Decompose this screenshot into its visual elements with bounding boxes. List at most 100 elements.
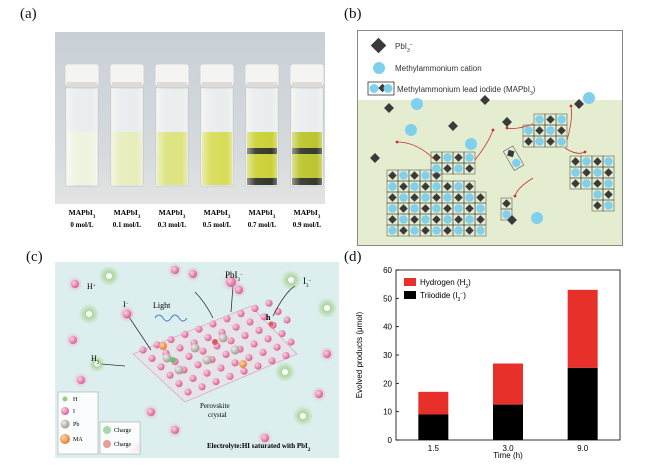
- iodide-ion: [171, 426, 179, 434]
- crystal-label-1: Perovskite: [200, 402, 230, 410]
- cation-dot: [388, 182, 397, 191]
- hole-charge: [268, 321, 274, 327]
- lattice-iodide: [204, 334, 212, 342]
- iodide-ion: [323, 350, 331, 358]
- iodide-ion: [147, 408, 155, 416]
- proton-core: [288, 277, 294, 283]
- legend-swatch: [404, 291, 416, 299]
- lattice-iodide: [209, 320, 217, 328]
- lattice-iodide: [166, 371, 174, 379]
- cation-dot: [546, 126, 555, 135]
- panel-label-c: (c): [26, 249, 43, 265]
- vial-cap-rim: [202, 82, 232, 88]
- charge-green-text: Charge: [114, 428, 132, 434]
- cation-dot: [432, 204, 441, 213]
- cation-dot: [465, 138, 477, 150]
- pbi3-diamond: [410, 171, 419, 180]
- lattice-iodide: [240, 367, 248, 375]
- lattice-iodide: [176, 344, 184, 352]
- cation-dot: [454, 182, 463, 191]
- vial-0: [64, 63, 100, 187]
- y-tick-label: 10: [383, 408, 392, 417]
- vial-shine: [291, 88, 323, 186]
- lattice-iodide: [268, 357, 276, 365]
- migration-arrow: [396, 141, 436, 161]
- charge-green-icon: [103, 426, 111, 434]
- cation-dot: [411, 98, 423, 110]
- triiodide-bar: [493, 404, 523, 440]
- lattice-iodide: [199, 347, 207, 355]
- lattice-iodide: [232, 323, 240, 331]
- pbi3-diamond: [443, 204, 452, 213]
- lattice-iodide: [195, 325, 203, 333]
- migration-arrow: [514, 177, 534, 197]
- cation-dot: [502, 210, 511, 219]
- y-tick-label: 60: [383, 266, 392, 275]
- crystal-cell: [474, 224, 487, 237]
- arrow-head: [395, 140, 399, 144]
- vial-3: [199, 63, 235, 187]
- cation-dot: [582, 157, 591, 166]
- arrow-head: [569, 104, 573, 108]
- cation-dot: [410, 226, 419, 235]
- lattice-iodide: [265, 299, 273, 307]
- vial-shine: [246, 88, 278, 186]
- lattice-iodide: [217, 364, 225, 372]
- hplus-label: H+: [87, 282, 96, 291]
- legend-ma-icon: [60, 434, 70, 444]
- cation-dot: [465, 193, 474, 202]
- vial-shine: [111, 88, 143, 186]
- triiodide-bar: [418, 414, 449, 440]
- lattice-iodide: [223, 315, 231, 323]
- cation-dot: [388, 226, 397, 235]
- pbi3-diamond: [421, 182, 430, 191]
- pbi3-diamond: [432, 171, 441, 180]
- legend-cation-text: Methylammonium cation: [395, 64, 482, 73]
- lattice-iodide: [264, 335, 272, 343]
- proton-core: [86, 311, 92, 317]
- light-label: Light: [153, 301, 171, 310]
- lattice-lead: [174, 365, 184, 375]
- crystal-cell: [602, 199, 615, 212]
- pbi3-diamond: [443, 164, 452, 173]
- legend-pb-icon: [60, 419, 70, 429]
- vial-cap-rim: [157, 82, 187, 88]
- migration-arrow: [474, 129, 494, 161]
- crystal-block: [386, 169, 487, 237]
- vial-conc-label: 0.9 mol/L: [293, 221, 322, 229]
- pbi3-diamond: [421, 226, 430, 235]
- lattice-iodide: [251, 304, 259, 312]
- iodide-ion: [171, 266, 179, 274]
- cation-dot: [476, 226, 485, 235]
- vial-name-label: MAPbI3: [249, 208, 276, 220]
- cation-dot: [535, 137, 544, 146]
- iodide-ion: [189, 270, 197, 278]
- vial-name-label: MAPbI3: [204, 208, 231, 220]
- pbi3-diamond: [507, 215, 517, 225]
- crystal-label-2: crystal: [208, 411, 227, 419]
- cation-dot: [604, 157, 613, 166]
- cation-dot: [465, 153, 474, 162]
- lattice-iodide: [167, 336, 175, 344]
- vial-cap-rim: [292, 82, 322, 88]
- hole-charge: [212, 339, 218, 345]
- crystal-block: [500, 197, 513, 221]
- vial-conc-label: 0.3 mol/L: [158, 221, 187, 229]
- crystal-cell: [555, 135, 568, 148]
- charge-red-icon: [103, 440, 111, 448]
- cation-dot: [399, 215, 408, 224]
- vial-conc-label: 0.5 mol/L: [203, 221, 232, 229]
- lattice-ma: [239, 360, 247, 368]
- lattice-iodide: [246, 318, 254, 326]
- cation-dot: [557, 137, 566, 146]
- pbi3-diamond: [432, 193, 441, 202]
- pbi3-diamond: [465, 226, 474, 235]
- mechanism-legend: H I Pb MA: [57, 391, 99, 455]
- lattice-iodide: [198, 383, 206, 391]
- pbi3-diamond: [410, 215, 419, 224]
- triiodide-bar: [567, 367, 598, 440]
- cation-dot: [604, 179, 613, 188]
- cation-dot: [476, 204, 485, 213]
- panel-label-b: (b): [344, 6, 362, 22]
- vial-2: [154, 63, 190, 187]
